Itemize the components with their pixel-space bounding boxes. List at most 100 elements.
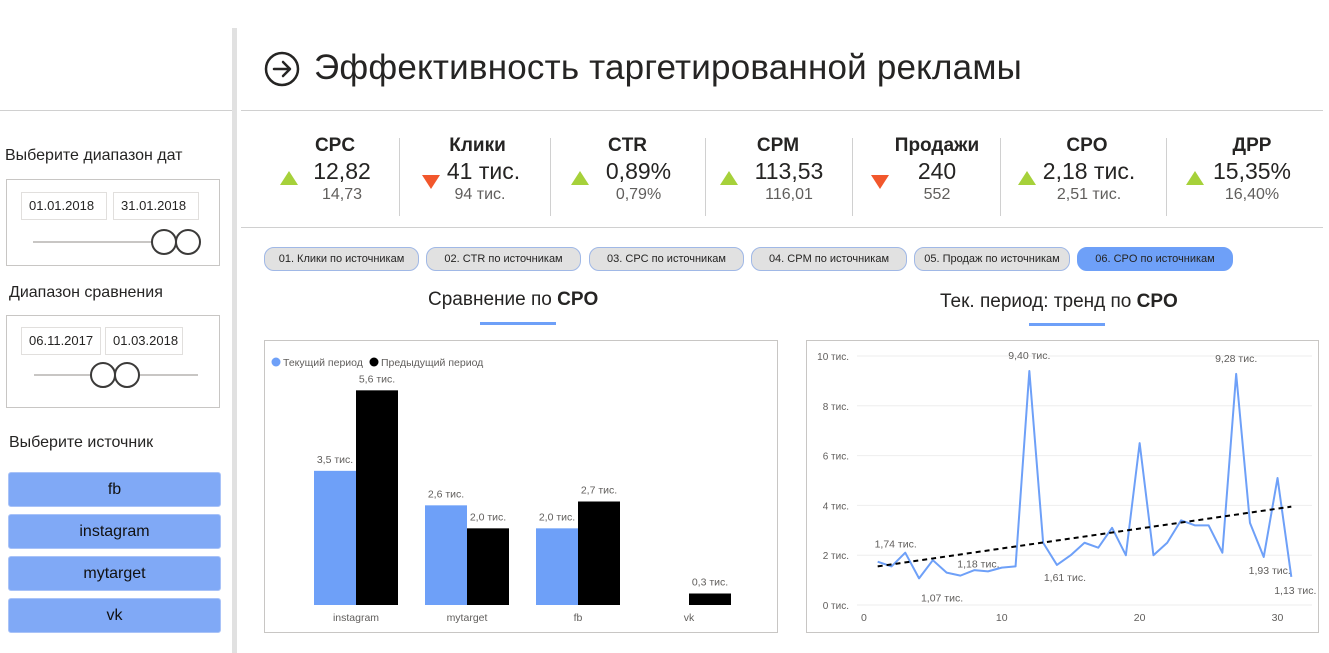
- kpi-previous-value: 116,01: [765, 186, 813, 203]
- x-tick-label: instagram: [333, 612, 379, 624]
- bar-chart-section-title: Сравнение по CPO: [428, 289, 598, 311]
- kpi-value: 15,35%: [1212, 158, 1291, 184]
- date-range-end-handle[interactable]: [175, 229, 201, 255]
- legend-label-current: Текущий период: [283, 357, 363, 369]
- header-divider: [241, 110, 1323, 111]
- point-data-label: 1,07 тис.: [921, 592, 963, 604]
- point-data-label: 1,13 тис.: [1274, 585, 1316, 597]
- x-tick-label: fb: [574, 612, 583, 624]
- x-tick-label: 10: [996, 612, 1008, 624]
- trend-up-icon: [571, 171, 589, 185]
- trend-up-icon: [1018, 171, 1036, 185]
- y-tick-label: 2 тис.: [823, 551, 849, 562]
- compare-end-input[interactable]: 01.03.2018: [105, 327, 183, 355]
- date-range-slicer: 01.01.2018 31.01.2018: [6, 179, 220, 266]
- tab-cpm-by-source[interactable]: 04. CPM по источникам: [751, 247, 907, 271]
- line-title-underline: [1029, 323, 1105, 326]
- date-range-label: Выберите диапазон дат: [5, 147, 183, 164]
- kpi-previous-value: 2,51 тис.: [1056, 186, 1122, 203]
- y-tick-label: 10 тис.: [817, 352, 849, 363]
- bar-data-label: 2,7 тис.: [581, 485, 617, 497]
- tab-clicks-by-source[interactable]: 01. Клики по источникам: [264, 247, 419, 271]
- tab-cpo-by-source[interactable]: 06. CPO по источникам: [1077, 247, 1233, 271]
- compare-range-label: Диапазон сравнения: [9, 284, 163, 301]
- bar-data-label: 2,6 тис.: [428, 488, 464, 500]
- page-title: Эффективность таргетированной рекламы: [314, 48, 1022, 87]
- source-button-vk[interactable]: vk: [8, 598, 221, 633]
- kpi-title: Продажи: [894, 135, 980, 156]
- source-button-mytarget[interactable]: mytarget: [8, 556, 221, 591]
- kpi-value: 240: [917, 158, 957, 184]
- kpi-card-clicks: Клики 41 тис. 94 тис.: [420, 135, 535, 225]
- sidebar-divider-line: [0, 110, 232, 111]
- kpi-previous-value: 0,79%: [615, 186, 662, 203]
- bar-previous-instagram: [356, 390, 398, 605]
- point-data-label: 1,74 тис.: [875, 539, 917, 551]
- date-start-input[interactable]: 01.01.2018: [21, 192, 107, 220]
- source-button-instagram[interactable]: instagram: [8, 514, 221, 549]
- kpi-previous-value: 94 тис.: [454, 186, 506, 203]
- bar-previous-mytarget: [467, 528, 509, 605]
- tab-ctr-by-source[interactable]: 02. CTR по источникам: [426, 247, 581, 271]
- kpi-previous-value: 14,73: [321, 186, 363, 203]
- trend-down-icon: [422, 175, 440, 189]
- y-tick-label: 8 тис.: [823, 402, 849, 413]
- kpi-title: CPC: [314, 135, 356, 156]
- tab-cpc-by-source[interactable]: 03. CPC по источникам: [589, 247, 744, 271]
- source-label: Выберите источник: [9, 434, 154, 451]
- bar-current-fb: [536, 528, 578, 605]
- point-data-label: 1,18 тис.: [957, 559, 999, 571]
- point-data-label: 1,61 тис.: [1044, 572, 1086, 584]
- bar-current-mytarget: [425, 505, 467, 605]
- kpi-value: 41 тис.: [446, 158, 521, 184]
- compare-range-end-handle[interactable]: [114, 362, 140, 388]
- bar-previous-vk: [689, 593, 731, 605]
- kpi-value: 2,18 тис.: [1042, 158, 1136, 184]
- bar-chart: Текущий период Предыдущий период 3,5 тис. 5…: [271, 357, 731, 624]
- kpi-card-drr: ДРР 15,35% 16,40%: [1185, 135, 1305, 225]
- x-tick-label: vk: [684, 612, 695, 624]
- bar-title-prefix: Сравнение по: [428, 289, 558, 310]
- kpi-separator: [705, 138, 706, 216]
- point-data-label: 1,93 тис.: [1249, 565, 1291, 577]
- kpi-separator: [1166, 138, 1167, 216]
- legend-marker-previous: [369, 357, 379, 367]
- bar-title-underline: [480, 322, 556, 325]
- line-chart-section-title: Тек. период: тренд по CPO: [940, 291, 1178, 313]
- kpi-title: ДРР: [1232, 135, 1272, 156]
- x-tick-label: 30: [1272, 612, 1284, 624]
- compare-range-slicer: 06.11.2017 01.03.2018: [6, 315, 220, 408]
- bar-previous-fb: [578, 501, 620, 605]
- kpi-title: CPM: [756, 135, 800, 156]
- x-tick-label: 20: [1134, 612, 1146, 624]
- x-tick-label: 0: [861, 612, 867, 624]
- kpi-card-cpm: CPM 113,53 116,01: [718, 135, 838, 225]
- line-title-metric: CPO: [1136, 291, 1178, 312]
- trend-up-icon: [280, 171, 298, 185]
- point-data-label: 9,40 тис.: [1008, 350, 1050, 362]
- point-data-label: 9,28 тис.: [1215, 353, 1257, 365]
- kpi-divider: [241, 227, 1323, 228]
- source-button-fb[interactable]: fb: [8, 472, 221, 507]
- kpi-card-ctr: CTR 0,89% 0,79%: [570, 135, 685, 225]
- arrow-right-circle-icon[interactable]: [264, 51, 300, 87]
- legend-marker-current: [271, 357, 281, 367]
- compare-start-input[interactable]: 06.11.2017: [21, 327, 101, 355]
- bar-data-label: 2,0 тис.: [539, 511, 575, 523]
- kpi-card-cpc: CPC 12,82 14,73: [280, 135, 390, 225]
- kpi-card-sales: Продажи 240 552: [870, 135, 990, 225]
- legend-label-previous: Предыдущий период: [381, 357, 483, 369]
- bar-data-label: 5,6 тис.: [359, 373, 395, 385]
- date-range-slider-track[interactable]: [33, 241, 193, 243]
- tab-sales-by-source[interactable]: 05. Продаж по источникам: [914, 247, 1070, 271]
- y-tick-label: 0 тис.: [823, 601, 849, 612]
- series-line-cpo: [877, 369, 1293, 580]
- kpi-title: Клики: [449, 135, 506, 156]
- compare-range-start-handle[interactable]: [90, 362, 116, 388]
- date-end-input[interactable]: 31.01.2018: [113, 192, 199, 220]
- bar-chart-frame: Текущий период Предыдущий период 3,5 тис. 5…: [264, 340, 778, 633]
- x-tick-label: mytarget: [447, 612, 488, 624]
- sidebar-splitter: [232, 28, 237, 653]
- date-range-start-handle[interactable]: [151, 229, 177, 255]
- bar-current-instagram: [314, 470, 356, 605]
